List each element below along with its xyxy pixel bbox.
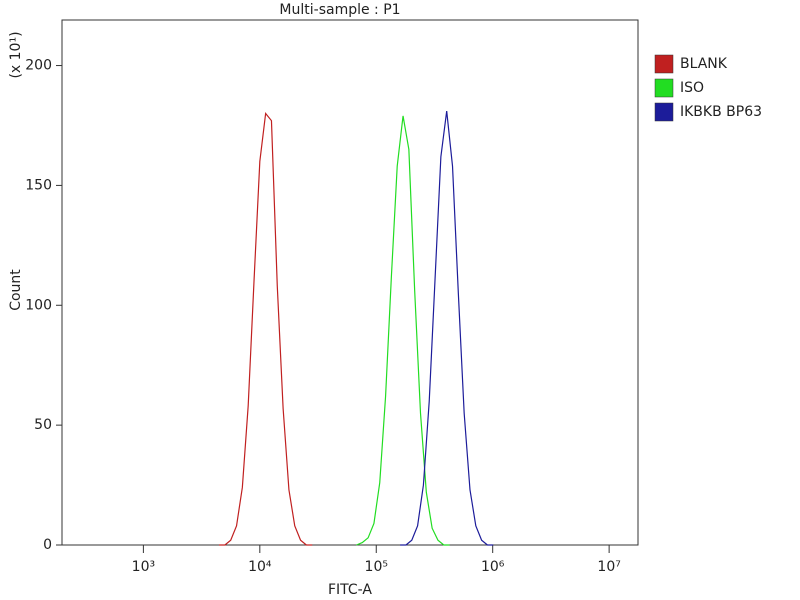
y-tick-label: 100 [25,297,52,313]
legend-swatch [654,78,674,98]
legend-swatch [654,54,674,74]
x-tick-label: 10⁶ [481,559,505,575]
y-tick-label: 150 [25,177,52,193]
y-axis-label: Count [8,269,24,311]
plot-frame [61,19,639,546]
x-axis-label: FITC-A [328,582,372,598]
series-line [356,115,450,546]
y-tick-label: 0 [43,537,52,553]
y-tick-label: 50 [34,417,52,433]
series-line [400,111,494,546]
chart-title: Multi-sample : P1 [279,2,400,18]
legend-swatch [654,102,674,122]
y-tick-label: 200 [25,58,52,74]
x-tick-label: 10⁵ [365,559,388,575]
x-tick-label: 10⁴ [248,559,272,575]
legend-label: BLANK [680,56,728,72]
legend-label: ISO [680,80,704,96]
y-multiplier: (x 10¹) [8,31,24,78]
x-tick-label: 10³ [132,559,155,575]
legend-label: IKBKB BP63 [680,104,762,120]
series-line [219,112,313,546]
x-tick-label: 10⁷ [597,559,620,575]
